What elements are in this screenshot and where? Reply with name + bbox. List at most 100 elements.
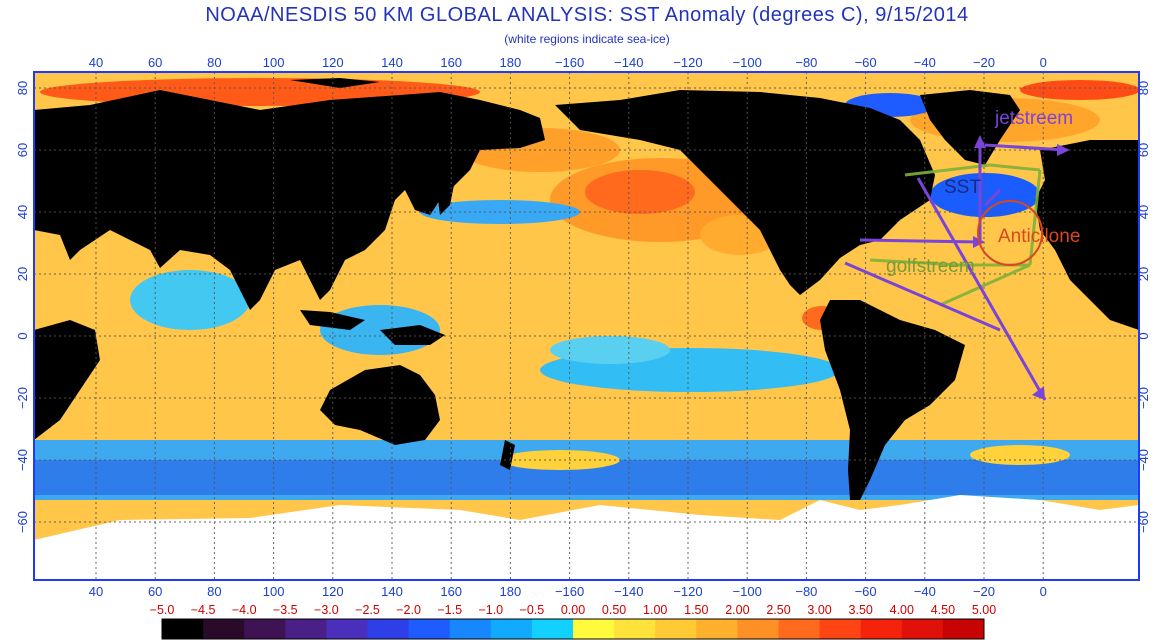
landmasses bbox=[34, 78, 1139, 500]
latitude-tick-label: 40 bbox=[1136, 205, 1151, 219]
longitude-tick-label: 180 bbox=[500, 55, 522, 70]
map-title: NOAA/NESDIS 50 KM GLOBAL ANALYSIS: SST A… bbox=[205, 4, 969, 26]
longitude-tick-label: 180 bbox=[500, 584, 522, 599]
longitude-tick-label: 100 bbox=[263, 584, 285, 599]
purple-arrow-loop bbox=[983, 188, 1002, 207]
colorbar-swatch bbox=[367, 619, 410, 639]
colorbar-label: −1.5 bbox=[437, 603, 462, 617]
colorbar-label: 4.00 bbox=[890, 603, 914, 617]
land-new-guinea bbox=[380, 325, 445, 345]
cool-anomaly-north-atlantic bbox=[930, 173, 1040, 217]
colorbar-swatch bbox=[285, 619, 327, 639]
colorbar-swatch bbox=[408, 619, 451, 639]
longitude-tick-label: 160 bbox=[440, 584, 462, 599]
colorbar-label: 4.50 bbox=[931, 603, 955, 617]
purple-arrowhead-4 bbox=[1057, 144, 1070, 156]
longitude-tick-label: −100 bbox=[733, 55, 762, 70]
longitude-tick-label: −40 bbox=[914, 55, 936, 70]
longitude-tick-label: −120 bbox=[673, 55, 702, 70]
purple-arrowhead-3 bbox=[974, 135, 986, 148]
colorbar-swatch bbox=[573, 619, 615, 639]
purple-arrow-gulf-1 bbox=[859, 238, 981, 244]
annotations-overlay: jetstreem SST Anticilone golfstreem bbox=[844, 108, 1080, 401]
latitude-tick-label: 40 bbox=[15, 205, 30, 219]
longitude-tick-label: −160 bbox=[555, 584, 584, 599]
southern-ocean-warm-patch-2 bbox=[970, 445, 1070, 465]
latitude-labels-right: 80 60 40 20 0 −20 −40 −60 bbox=[1136, 81, 1151, 533]
latitude-tick-label: 60 bbox=[1136, 143, 1151, 157]
anticyclone-circle bbox=[977, 200, 1043, 266]
latitude-tick-label: 80 bbox=[15, 81, 30, 95]
gulfstream-label: golfstreem bbox=[886, 256, 975, 277]
land-arctic-islands bbox=[290, 78, 380, 88]
colorbar-label: 1.50 bbox=[684, 603, 708, 617]
longitude-tick-label: 0 bbox=[1040, 55, 1047, 70]
latitude-tick-label: −40 bbox=[15, 449, 30, 471]
antarctica-sea-ice bbox=[34, 495, 1139, 580]
map-subtitle: (white regions indicate sea-ice) bbox=[504, 32, 670, 46]
longitude-tick-label: 120 bbox=[322, 584, 344, 599]
latitude-tick-label: −40 bbox=[1136, 449, 1151, 471]
colorbar-swatch bbox=[901, 619, 944, 639]
longitude-tick-label: −60 bbox=[855, 55, 877, 70]
colorbar-label: −3.0 bbox=[314, 603, 339, 617]
colorbar-swatch bbox=[942, 619, 985, 639]
longitude-tick-label: −80 bbox=[795, 584, 817, 599]
longitude-tick-label: −20 bbox=[973, 55, 995, 70]
longitude-tick-label: −120 bbox=[673, 584, 702, 599]
longitude-tick-label: 40 bbox=[89, 584, 103, 599]
colorbar-labels: −5.0 −4.5 −4.0 −3.5 −3.0 −2.5 −2.0 −1.5 −1.0 −0.5… bbox=[150, 603, 997, 617]
land-eurasia bbox=[34, 90, 545, 310]
longitude-tick-label: 80 bbox=[207, 584, 221, 599]
longitude-labels-top: 40 60 80 100 120 140 160 180 −160 −140 −120 −100 −80… bbox=[89, 55, 1047, 70]
colorbar-swatch bbox=[655, 619, 697, 639]
green-arrow-5 bbox=[1028, 169, 1042, 266]
land-indonesia bbox=[300, 310, 365, 330]
colorbar-swatch bbox=[162, 619, 204, 639]
land-north-america bbox=[555, 90, 935, 295]
colorbar-swatch bbox=[778, 619, 821, 639]
colorbar-swatch bbox=[244, 619, 286, 639]
latitude-tick-label: 0 bbox=[15, 332, 30, 339]
longitude-tick-label: −80 bbox=[795, 55, 817, 70]
colorbar-swatch bbox=[819, 619, 862, 639]
warm-anomaly-barents bbox=[1020, 80, 1140, 100]
longitude-tick-label: 120 bbox=[322, 55, 344, 70]
colorbar-label: 1.00 bbox=[643, 603, 667, 617]
colorbar-label: 0.00 bbox=[561, 603, 585, 617]
colorbar-swatch bbox=[203, 619, 245, 639]
longitude-tick-label: −140 bbox=[614, 584, 643, 599]
cool-anomaly-south-pacific-2 bbox=[550, 336, 670, 364]
longitude-labels-bottom: 40 60 80 100 120 140 160 180 −160 −140 −120 −100 −80… bbox=[89, 584, 1047, 599]
map-frame bbox=[33, 71, 1140, 581]
colorbar-swatch bbox=[326, 619, 368, 639]
colorbar-label: −4.0 bbox=[232, 603, 257, 617]
latitude-tick-label: −20 bbox=[1136, 387, 1151, 409]
land-australia bbox=[320, 365, 440, 445]
sst-label: SST bbox=[944, 177, 981, 198]
latitude-tick-label: 20 bbox=[15, 267, 30, 281]
latitude-tick-label: −60 bbox=[15, 511, 30, 533]
colorbar-label: 3.50 bbox=[849, 603, 873, 617]
longitude-tick-label: 100 bbox=[263, 55, 285, 70]
colorbar-label: 2.00 bbox=[725, 603, 749, 617]
latitude-tick-label: 0 bbox=[1136, 332, 1151, 339]
longitude-tick-label: 140 bbox=[381, 584, 403, 599]
purple-arrow-diagonal bbox=[916, 177, 1047, 401]
longitude-tick-label: 140 bbox=[381, 55, 403, 70]
colorbar-label: −0.5 bbox=[520, 603, 545, 617]
land-japan bbox=[438, 175, 455, 215]
latitude-tick-label: 20 bbox=[1136, 267, 1151, 281]
colorbar-label: 0.50 bbox=[602, 603, 626, 617]
land-africa bbox=[34, 320, 100, 440]
latitude-tick-label: −60 bbox=[1136, 511, 1151, 533]
purple-arrow-gulf-2 bbox=[844, 261, 1001, 332]
colorbar-border bbox=[161, 618, 985, 640]
longitude-tick-label: 0 bbox=[1040, 584, 1047, 599]
purple-arrowhead-1 bbox=[1032, 386, 1045, 400]
latitude-labels-left: 80 60 40 20 0 −20 −40 −60 bbox=[15, 81, 30, 533]
latitude-tick-label: −20 bbox=[15, 387, 30, 409]
green-arrow-6 bbox=[939, 263, 1031, 307]
colorbar-swatch bbox=[449, 619, 492, 639]
